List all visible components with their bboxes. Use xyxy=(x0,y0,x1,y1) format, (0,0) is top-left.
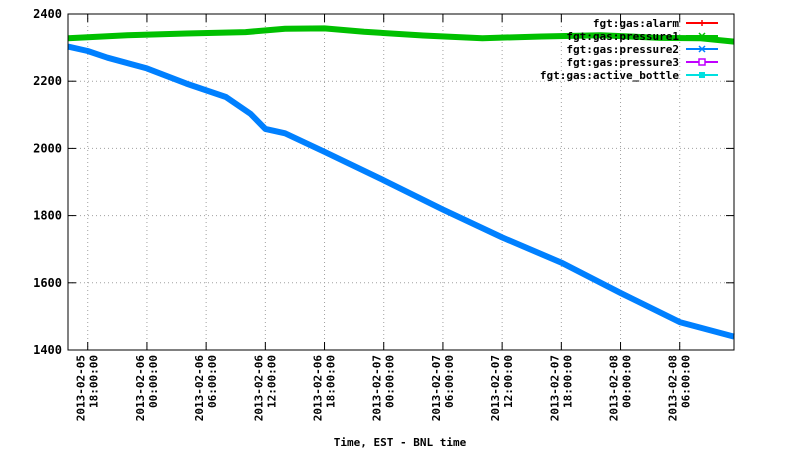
x-tick-date: 2013-02-06 xyxy=(134,355,147,422)
legend-label: fgt:gas:alarm xyxy=(593,17,679,30)
x-tick-time: 18:00:00 xyxy=(325,355,338,408)
x-tick-date: 2013-02-07 xyxy=(371,355,384,421)
x-tick-labels: 2013-02-05 18:00:00 2013-02-06 00:00:00 2013… xyxy=(75,355,693,422)
series-layer xyxy=(67,25,735,340)
legend-label: fgt:gas:pressure3 xyxy=(566,56,679,69)
x-tick-date: 2013-02-06 xyxy=(252,355,265,422)
x-tick-label: 2013-02-08 00:00:00 xyxy=(608,355,634,421)
legend-marker xyxy=(698,58,706,66)
x-tick-time: 06:00:00 xyxy=(206,355,219,408)
x-tick-label: 2013-02-07 06:00:00 xyxy=(430,355,456,421)
x-tick-label: 2013-02-07 00:00:00 xyxy=(371,355,397,421)
x-tick-date: 2013-02-08 xyxy=(667,355,680,421)
x-tick-label: 2013-02-05 18:00:00 xyxy=(75,355,101,421)
x-tick-time: 12:00:00 xyxy=(502,355,515,408)
series-line-2 xyxy=(67,43,735,340)
x-tick-time: 00:00:00 xyxy=(384,355,397,408)
x-tick-date: 2013-02-05 xyxy=(75,355,88,421)
x-tick-time: 18:00:00 xyxy=(561,355,574,408)
plot-frame xyxy=(67,13,735,351)
legend-label: fgt:gas:active_bottle xyxy=(540,69,679,82)
legend: fgt:gas:alarmfgt:gas:pressure1fgt:gas:pr… xyxy=(540,17,718,82)
x-tick-date: 2013-02-06 xyxy=(193,355,206,422)
legend-label: fgt:gas:pressure1 xyxy=(566,30,679,43)
y-tick-labels: 1400 1600 1800 2000 2200 2400 xyxy=(33,7,62,357)
y-tick-label: 2000 xyxy=(33,141,62,155)
x-tick-time: 00:00:00 xyxy=(147,355,160,408)
y-tick-label: 1400 xyxy=(33,343,62,357)
x-tick-time: 00:00:00 xyxy=(621,355,634,408)
x-tick-label: 2013-02-06 18:00:00 xyxy=(312,355,338,422)
x-tick-time: 18:00:00 xyxy=(88,355,101,408)
y-tick-label: 2200 xyxy=(33,74,62,88)
series-line-1 xyxy=(67,25,735,45)
x-tick-label: 2013-02-07 12:00:00 xyxy=(489,355,515,421)
x-tick-date: 2013-02-08 xyxy=(608,355,621,421)
legend-marker xyxy=(699,20,705,26)
x-tick-date: 2013-02-07 xyxy=(489,355,502,421)
x-tick-label: 2013-02-06 00:00:00 xyxy=(134,355,160,422)
x-tick-label: 2013-02-08 06:00:00 xyxy=(667,355,693,421)
x-tick-label: 2013-02-06 06:00:00 xyxy=(193,355,219,422)
legend-label: fgt:gas:pressure2 xyxy=(566,43,679,56)
legend-marker xyxy=(698,32,706,40)
x-tick-label: 2013-02-06 12:00:00 xyxy=(252,355,278,422)
y-tick-label: 1800 xyxy=(33,209,62,223)
y-tick-label: 1600 xyxy=(33,276,62,290)
x-tick-date: 2013-02-06 xyxy=(312,355,325,422)
y-tick-label: 2400 xyxy=(33,7,62,21)
x-tick-time: 12:00:00 xyxy=(265,355,278,408)
x-tick-date: 2013-02-07 xyxy=(548,355,561,421)
x-tick-label: 2013-02-07 18:00:00 xyxy=(548,355,574,421)
x-tick-date: 2013-02-07 xyxy=(430,355,443,421)
x-axis-title: Time, EST - BNL time xyxy=(334,436,467,449)
legend-marker xyxy=(699,72,705,78)
x-tick-time: 06:00:00 xyxy=(443,355,456,408)
x-tick-time: 06:00:00 xyxy=(680,355,693,408)
legend-marker xyxy=(698,45,706,53)
